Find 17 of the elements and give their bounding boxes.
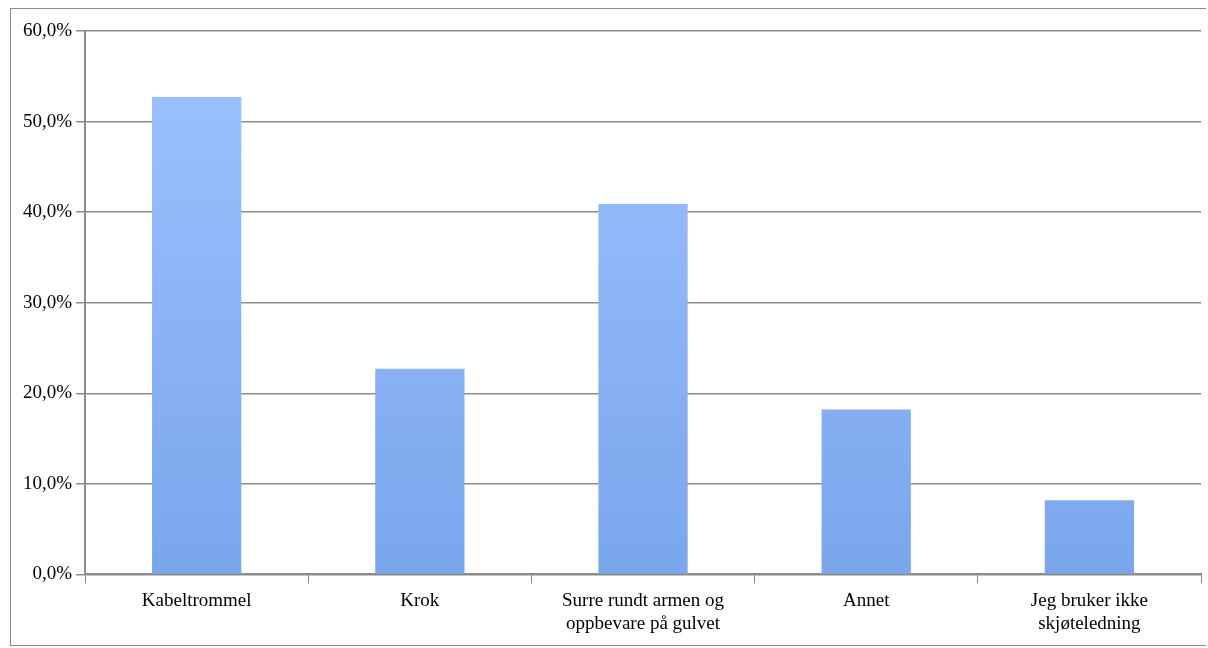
- y-tick-label: 10,0%: [23, 471, 73, 493]
- bar: [821, 409, 911, 574]
- y-tick-label: 0,0%: [32, 562, 73, 584]
- x-tick-label: Kabeltrommel: [141, 588, 252, 610]
- bar: [598, 203, 688, 574]
- bar: [1044, 500, 1135, 574]
- y-tick-label: 20,0%: [23, 381, 73, 403]
- y-tick-label: 60,0%: [23, 18, 73, 40]
- bar: [152, 97, 242, 574]
- x-tick-label: Krok: [400, 588, 440, 610]
- y-tick-label: 50,0%: [23, 109, 73, 131]
- y-tick-label: 30,0%: [23, 290, 73, 312]
- x-tick-label: Surre rundt armen og oppbevare på gulvet: [562, 588, 725, 633]
- x-tick-label: Jeg bruker ikke skjøteledning: [1030, 588, 1148, 633]
- y-tick-label: 40,0%: [23, 200, 73, 222]
- bar: [375, 368, 465, 574]
- x-tick-label: Annet: [843, 588, 891, 610]
